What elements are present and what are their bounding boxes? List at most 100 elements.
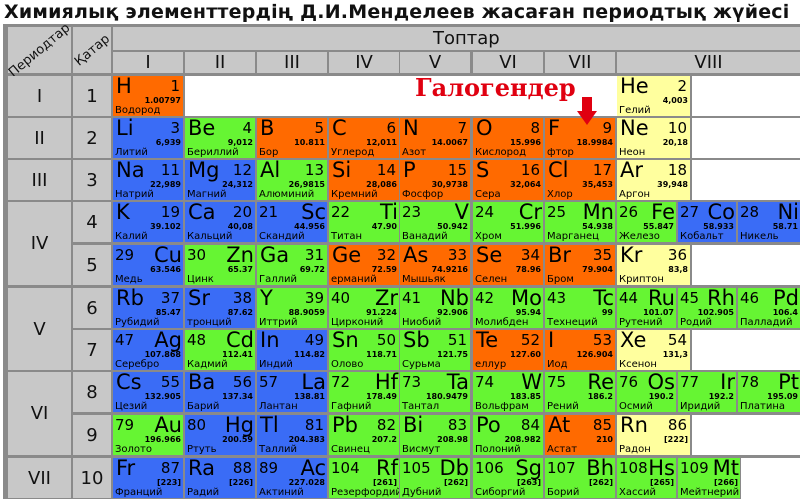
element-cell-Ge[interactable]: Ge 32 72.59 ерманий: [329, 245, 399, 285]
element-cell-Pd[interactable]: Pd 46 106.4 Палладий: [738, 288, 800, 328]
element-cell-Ac[interactable]: Ac 89 227.028 Актиний: [257, 458, 327, 498]
element-cell-Pb[interactable]: Pb 82 207.2 Свинец: [329, 415, 399, 455]
element-cell-I[interactable]: I 53 126.904 Иод: [545, 330, 615, 370]
element-cell-Ni[interactable]: Ni 28 58.71 Никель: [738, 202, 800, 242]
element-symbol: Zn: [226, 245, 254, 267]
element-symbol: Hg: [224, 415, 254, 437]
element-cell-H[interactable]: H 1 1.00797 Водород: [113, 76, 183, 116]
element-name: Тантал: [402, 401, 440, 412]
element-cell-Kr[interactable]: Kr 36 83,8 Криптон: [617, 245, 690, 285]
atomic-mass: 107.868: [144, 350, 181, 359]
element-cell-Na[interactable]: Na 11 22,989 Натрий: [113, 160, 183, 200]
element-cell-Sg[interactable]: Sg 106 [263] Сиборгий: [473, 458, 543, 498]
element-cell-B[interactable]: B 5 10.811 Бор: [257, 118, 327, 158]
element-cell-Xe[interactable]: Xe 54 131,3 Ксенон: [617, 330, 690, 370]
element-cell-Au[interactable]: Au 79 196.966 Золото: [113, 415, 183, 455]
element-cell-Sb[interactable]: Sb 51 121.75 Сурьма: [400, 330, 470, 370]
element-cell-P[interactable]: P 15 30,9738 Фосфор: [400, 160, 470, 200]
element-cell-Bh[interactable]: Bh 107 [262] Борий: [545, 458, 615, 498]
atomic-number: 25: [547, 203, 567, 221]
element-cell-Ga[interactable]: Ga 31 69.72 Галлий: [257, 245, 327, 285]
element-cell-Po[interactable]: Po 84 208.982 Полоний: [473, 415, 543, 455]
element-cell-At[interactable]: At 85 210 Астат: [545, 415, 615, 455]
element-cell-Hg[interactable]: Hg 80 200.59 Ртуть: [185, 415, 255, 455]
element-cell-Hf[interactable]: Hf 72 178.49 Гафний: [329, 372, 399, 412]
element-cell-Cd[interactable]: Cd 48 112.41 Кадмий: [185, 330, 255, 370]
element-cell-Tl[interactable]: Tl 81 204.383 Таллий: [257, 415, 327, 455]
element-cell-Ir[interactable]: Ir 77 192.2 Иридий: [678, 372, 736, 412]
element-symbol: Hf: [374, 372, 398, 394]
element-cell-C[interactable]: C 6 12,011 Углерод: [329, 118, 399, 158]
element-cell-Cl[interactable]: Cl 17 35,453 Хлор: [545, 160, 615, 200]
element-name: Молибден: [475, 317, 529, 328]
element-cell-Db[interactable]: Db 105 [262] Дубний: [400, 458, 470, 498]
element-cell-Os[interactable]: Os 76 190.2 Осмий: [617, 372, 676, 412]
element-cell-Cr[interactable]: Cr 24 51.996 Хром: [473, 202, 543, 242]
element-cell-Nb[interactable]: Nb 41 92.906 Ниобий: [400, 288, 470, 328]
element-cell-O[interactable]: O 8 15.996 Кислород: [473, 118, 543, 158]
element-cell-Rh[interactable]: Rh 45 102.905 Родий: [678, 288, 736, 328]
element-cell-Ba[interactable]: Ba 56 137.34 Барий: [185, 372, 255, 412]
element-cell-Sr[interactable]: Sr 38 87.62 тронций: [185, 288, 255, 328]
element-cell-He[interactable]: He 2 4,003 Гелий: [617, 76, 690, 116]
element-cell-Tc[interactable]: Tc 43 99 Технеций: [545, 288, 615, 328]
element-cell-Fr[interactable]: Fr 87 [223] Франций: [113, 458, 183, 498]
element-cell-Bi[interactable]: Bi 83 208.98 Висмут: [400, 415, 470, 455]
atomic-number: 43: [547, 289, 567, 307]
group-header-I: I: [113, 52, 183, 73]
element-cell-Ta[interactable]: Ta 73 180.9479 Тантал: [400, 372, 470, 412]
element-cell-Fe[interactable]: Fe 26 55.847 Железо: [617, 202, 676, 242]
atomic-number: 74: [475, 373, 495, 391]
atomic-mass: [265]: [649, 478, 674, 487]
element-cell-Mt[interactable]: Mt 109 [266] Мейтнерий: [678, 458, 740, 498]
element-cell-Te[interactable]: Te 52 127.60 еллур: [473, 330, 543, 370]
element-cell-F[interactable]: F 9 18.9984 фтор: [545, 118, 615, 158]
period-label-I: I: [8, 76, 71, 116]
element-cell-Ag[interactable]: Ag 47 107.868 Серебро: [113, 330, 183, 370]
element-cell-Ti[interactable]: Ti 22 47.90 Титан: [329, 202, 399, 242]
element-cell-N[interactable]: N 7 14.0067 Азот: [400, 118, 470, 158]
element-cell-Ru[interactable]: Ru 44 101.07 Рутений: [617, 288, 676, 328]
element-cell-Sn[interactable]: Sn 50 118.71 Олово: [329, 330, 399, 370]
element-cell-Rb[interactable]: Rb 37 85.47 Рубидий: [113, 288, 183, 328]
element-cell-V[interactable]: V 23 50.942 Ванадий: [400, 202, 470, 242]
element-name: Дубний: [402, 487, 442, 498]
element-cell-Ra[interactable]: Ra 88 [226] Радий: [185, 458, 255, 498]
element-cell-Be[interactable]: Be 4 9,012 Бериллий: [185, 118, 255, 158]
atomic-mass: 95.94: [515, 308, 541, 317]
element-cell-W[interactable]: W 74 183.85 Вольфрам: [473, 372, 543, 412]
element-cell-Ne[interactable]: Ne 10 20,18 Неон: [617, 118, 690, 158]
element-symbol: Ar: [620, 160, 643, 182]
element-cell-Br[interactable]: Br 35 79.904 Бром: [545, 245, 615, 285]
atomic-number: 17: [592, 161, 612, 179]
element-cell-In[interactable]: In 49 114.82 Индий: [257, 330, 327, 370]
element-cell-Ca[interactable]: Ca 20 40,08 Кальций: [185, 202, 255, 242]
element-cell-Zn[interactable]: Zn 30 65.37 Цинк: [185, 245, 255, 285]
element-name: Вольфрам: [475, 401, 529, 412]
element-cell-Re[interactable]: Re 75 186.2 Рений: [545, 372, 615, 412]
element-cell-Sc[interactable]: Sc 21 44.956 Скандий: [257, 202, 327, 242]
element-cell-Zr[interactable]: Zr 40 91.224 Цирконий: [329, 288, 399, 328]
element-cell-Rn[interactable]: Rn 86 [222] Радон: [617, 415, 690, 455]
element-cell-Cu[interactable]: Cu 29 63.546 Медь: [113, 245, 183, 285]
element-cell-Mo[interactable]: Mo 42 95.94 Молибден: [473, 288, 543, 328]
element-cell-As[interactable]: As 33 74.9216 Мышьяк: [400, 245, 470, 285]
element-cell-K[interactable]: K 19 39.102 Калий: [113, 202, 183, 242]
element-cell-Mg[interactable]: Mg 12 24,312 Магний: [185, 160, 255, 200]
element-cell-Hs[interactable]: Hs 108 [265] Хассий: [617, 458, 676, 498]
element-cell-Co[interactable]: Co 27 58.933 Кобальт: [678, 202, 736, 242]
element-cell-La[interactable]: La 57 138.81 Лантан: [257, 372, 327, 412]
element-cell-Mn[interactable]: Mn 25 54.938 Марганец: [545, 202, 615, 242]
element-cell-Y[interactable]: Y 39 88.9059 Иттрий: [257, 288, 327, 328]
element-name: Бор: [259, 147, 279, 158]
element-cell-Cs[interactable]: Cs 55 132.905 Цезий: [113, 372, 183, 412]
series-label-1: 1: [73, 76, 111, 116]
element-cell-Al[interactable]: Al 13 26,9815 Алюминий: [257, 160, 327, 200]
element-cell-Rf[interactable]: Rf 104 [261] Резерфордий: [329, 458, 399, 498]
element-cell-Se[interactable]: Se 34 78.96 Селен: [473, 245, 543, 285]
element-cell-S[interactable]: S 16 32,064 Сера: [473, 160, 543, 200]
element-cell-Si[interactable]: Si 14 28,086 Кремний: [329, 160, 399, 200]
element-cell-Li[interactable]: Li 3 6,939 Литий: [113, 118, 183, 158]
element-cell-Pt[interactable]: Pt 78 195.09 Платина: [738, 372, 800, 412]
element-cell-Ar[interactable]: Ar 18 39,948 Аргон: [617, 160, 690, 200]
